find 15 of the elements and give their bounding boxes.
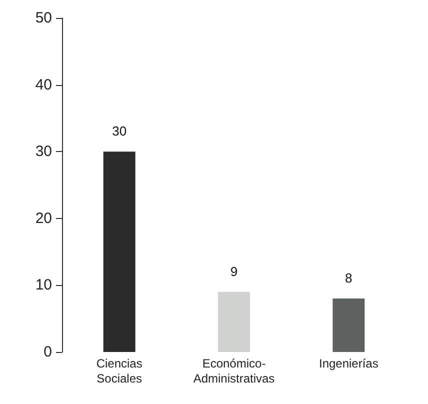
x-tick-label: Económico-Administrativas bbox=[193, 356, 275, 386]
bar bbox=[332, 298, 365, 352]
y-tick-label: 40 bbox=[35, 76, 52, 94]
y-tick-label: 50 bbox=[35, 10, 52, 26]
x-tick-label: Ciencias Sociales bbox=[96, 356, 142, 386]
x-tick-label: Ingenierías bbox=[318, 356, 378, 370]
y-tick-label: 20 bbox=[35, 210, 52, 227]
bar bbox=[103, 152, 136, 352]
data-label: 9 bbox=[230, 264, 238, 279]
bar bbox=[218, 292, 250, 352]
y-tick-label: 0 bbox=[44, 344, 52, 360]
y-tick-label: 10 bbox=[35, 276, 52, 294]
data-label: 8 bbox=[345, 270, 352, 286]
data-label: 30 bbox=[112, 124, 127, 139]
y-tick-label: 30 bbox=[35, 143, 52, 160]
